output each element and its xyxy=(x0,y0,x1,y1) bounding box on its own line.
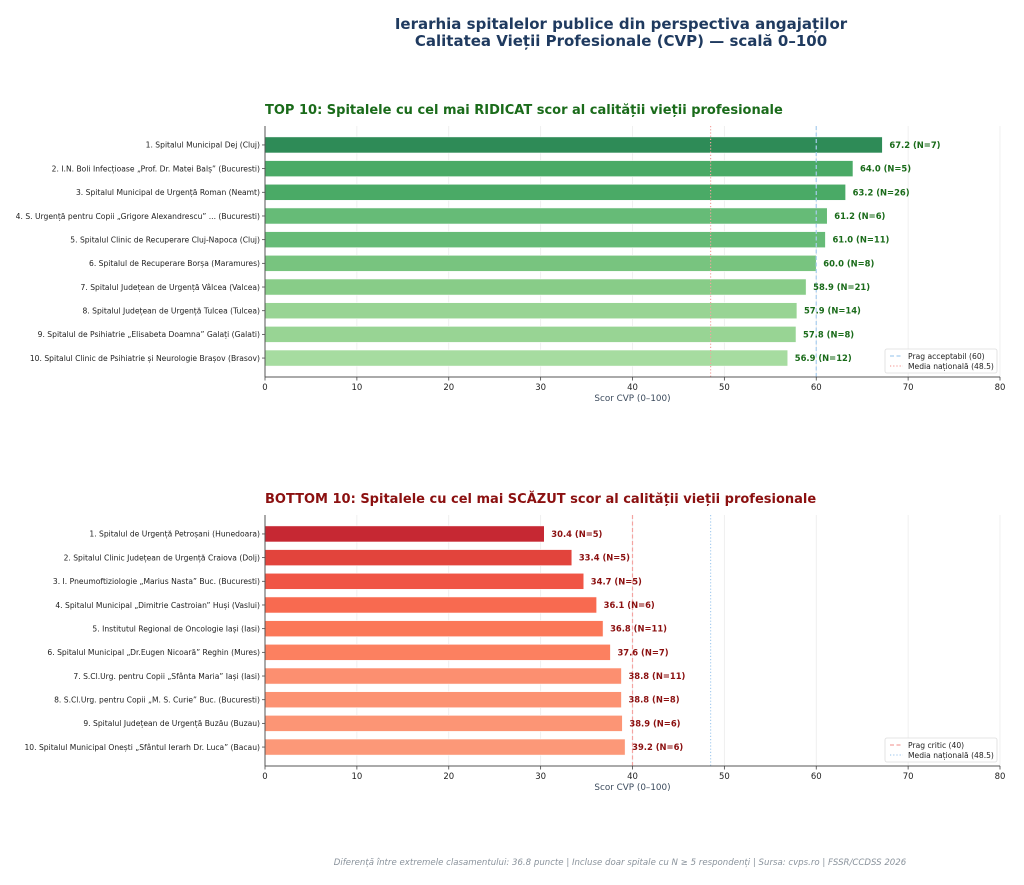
xtick-label: 60 xyxy=(811,383,822,393)
bar-3 xyxy=(264,183,846,201)
bar-2 xyxy=(264,160,854,177)
footer-note: Diferență între extremele clasamentului:… xyxy=(334,858,907,868)
value-label-1: 30.4 (N=5) xyxy=(551,529,602,539)
bar-4 xyxy=(264,596,597,614)
category-label-4: 4. Spitalul Municipal „Dimitrie Castroia… xyxy=(55,601,260,610)
bar-10 xyxy=(264,738,626,756)
legend: Prag acceptabil (60)Media națională (48.… xyxy=(884,348,998,374)
xtick-label: 60 xyxy=(811,772,822,782)
value-label-7: 58.9 (N=21) xyxy=(813,282,870,292)
value-label-3: 34.7 (N=5) xyxy=(591,576,642,586)
figure-title-line2: Calitatea Vieții Profesionale (CVP) — sc… xyxy=(415,32,827,50)
xtick-label: 70 xyxy=(903,772,914,782)
category-label-3: 3. I. Pneumoftiziologie „Marius Nasta” B… xyxy=(53,577,260,586)
bar-4 xyxy=(264,207,828,225)
category-label-1: 1. Spitalul de Urgență Petroșani (Hunedo… xyxy=(89,530,260,540)
category-label-5: 5. Spitalul Clinic de Recuperare Cluj-Na… xyxy=(70,235,260,244)
category-label-8: 8. Spitalul Județean de Urgență Tulcea (… xyxy=(82,306,260,316)
category-label-2: 2. Spitalul Clinic Județean de Urgență C… xyxy=(64,553,260,563)
xtick-label: 50 xyxy=(719,772,730,782)
value-label-8: 57.9 (N=14) xyxy=(804,306,861,316)
legend-box xyxy=(884,348,998,374)
legend-label-1: Prag acceptabil (60) xyxy=(908,352,985,361)
panel-title: TOP 10: Spitalele cu cel mai RIDICAT sco… xyxy=(265,103,783,118)
category-label-6: 6. Spitalul de Recuperare Borșa (Maramur… xyxy=(89,259,260,268)
category-label-5: 5. Institutul Regional de Oncologie Iași… xyxy=(92,624,260,633)
xtick-label: 50 xyxy=(719,383,730,393)
legend-label-1: Prag critic (40) xyxy=(908,741,964,750)
bar-8 xyxy=(264,691,622,709)
value-label-4: 36.1 (N=6) xyxy=(604,600,655,610)
xtick-label: 30 xyxy=(535,772,546,782)
panel-title: BOTTOM 10: Spitalele cu cel mai SCĂZUT s… xyxy=(265,491,816,507)
bar-7 xyxy=(264,667,622,685)
value-label-2: 64.0 (N=5) xyxy=(860,164,911,174)
category-label-7: 7. S.Cl.Urg. pentru Copii „Sfânta Maria”… xyxy=(73,672,260,681)
category-label-10: 10. Spitalul Clinic de Psihiatrie și Neu… xyxy=(30,354,260,363)
value-label-6: 60.0 (N=8) xyxy=(823,258,874,268)
value-label-5: 61.0 (N=11) xyxy=(832,235,889,245)
bar-6 xyxy=(264,254,817,272)
xtick-label: 80 xyxy=(995,383,1006,393)
value-label-9: 57.8 (N=8) xyxy=(803,329,854,339)
xtick-label: 80 xyxy=(995,772,1006,782)
legend-label-2: Media națională (48.5) xyxy=(908,751,994,761)
x-axis-label: Scor CVP (0–100) xyxy=(594,394,670,404)
xtick-label: 40 xyxy=(627,383,638,393)
bar-2 xyxy=(264,549,573,566)
category-label-10: 10. Spitalul Municipal Onești „Sfântul I… xyxy=(24,743,260,752)
category-label-9: 9. Spitalul Județean de Urgență Buzău (B… xyxy=(83,719,260,729)
bottom10-panel: BOTTOM 10: Spitalele cu cel mai SCĂZUT s… xyxy=(24,491,1005,793)
bar-5 xyxy=(264,620,604,638)
category-label-2: 2. I.N. Boli Infecțioase „Prof. Dr. Mate… xyxy=(52,164,260,174)
bar-10 xyxy=(264,349,789,367)
value-label-5: 36.8 (N=11) xyxy=(610,624,667,634)
value-label-4: 61.2 (N=6) xyxy=(834,211,885,221)
xtick-label: 40 xyxy=(627,772,638,782)
value-label-3: 63.2 (N=26) xyxy=(853,187,910,197)
value-label-10: 39.2 (N=6) xyxy=(632,742,683,752)
value-label-8: 38.8 (N=8) xyxy=(628,695,679,705)
category-label-8: 8. S.Cl.Urg. pentru Copii „M. S. Curie” … xyxy=(54,695,260,704)
bar-9 xyxy=(264,715,623,732)
bar-7 xyxy=(264,278,807,296)
value-label-2: 33.4 (N=5) xyxy=(579,553,630,563)
category-label-9: 9. Spitalul de Psihiatrie „Elisabeta Doa… xyxy=(38,330,260,340)
x-axis-label: Scor CVP (0–100) xyxy=(594,783,670,793)
legend-box xyxy=(884,737,998,763)
bar-5 xyxy=(264,231,826,249)
xtick-label: 0 xyxy=(262,772,267,782)
value-label-9: 38.9 (N=6) xyxy=(629,718,680,728)
bar-6 xyxy=(264,643,611,661)
legend: Prag critic (40)Media națională (48.5) xyxy=(884,737,998,763)
xtick-label: 20 xyxy=(443,383,454,393)
bar-3 xyxy=(264,572,585,590)
xtick-label: 30 xyxy=(535,383,546,393)
bar-1 xyxy=(264,525,545,543)
bar-8 xyxy=(264,302,798,320)
category-label-1: 1. Spitalul Municipal Dej (Cluj) xyxy=(146,141,260,150)
category-label-4: 4. S. Urgență pentru Copii „Grigore Alex… xyxy=(16,212,260,222)
xtick-label: 10 xyxy=(351,383,362,393)
top10-panel: TOP 10: Spitalele cu cel mai RIDICAT sco… xyxy=(16,103,1006,404)
figure-title-line1: Ierarhia spitalelor publice din perspect… xyxy=(395,15,848,33)
value-label-6: 37.6 (N=7) xyxy=(617,647,668,657)
bar-9 xyxy=(264,326,797,343)
xtick-label: 70 xyxy=(903,383,914,393)
legend-label-2: Media națională (48.5) xyxy=(908,362,994,372)
bar-1 xyxy=(264,136,883,154)
xtick-label: 20 xyxy=(443,772,454,782)
xtick-label: 0 xyxy=(262,383,267,393)
value-label-7: 38.8 (N=11) xyxy=(628,671,685,681)
value-label-1: 67.2 (N=7) xyxy=(889,140,940,150)
xtick-label: 10 xyxy=(351,772,362,782)
category-label-6: 6. Spitalul Municipal „Dr.Eugen Nicoară”… xyxy=(47,648,260,657)
category-label-7: 7. Spitalul Județean de Urgență Vâlcea (… xyxy=(81,283,260,293)
category-label-3: 3. Spitalul Municipal de Urgență Roman (… xyxy=(76,188,260,198)
value-label-10: 56.9 (N=12) xyxy=(795,353,852,363)
